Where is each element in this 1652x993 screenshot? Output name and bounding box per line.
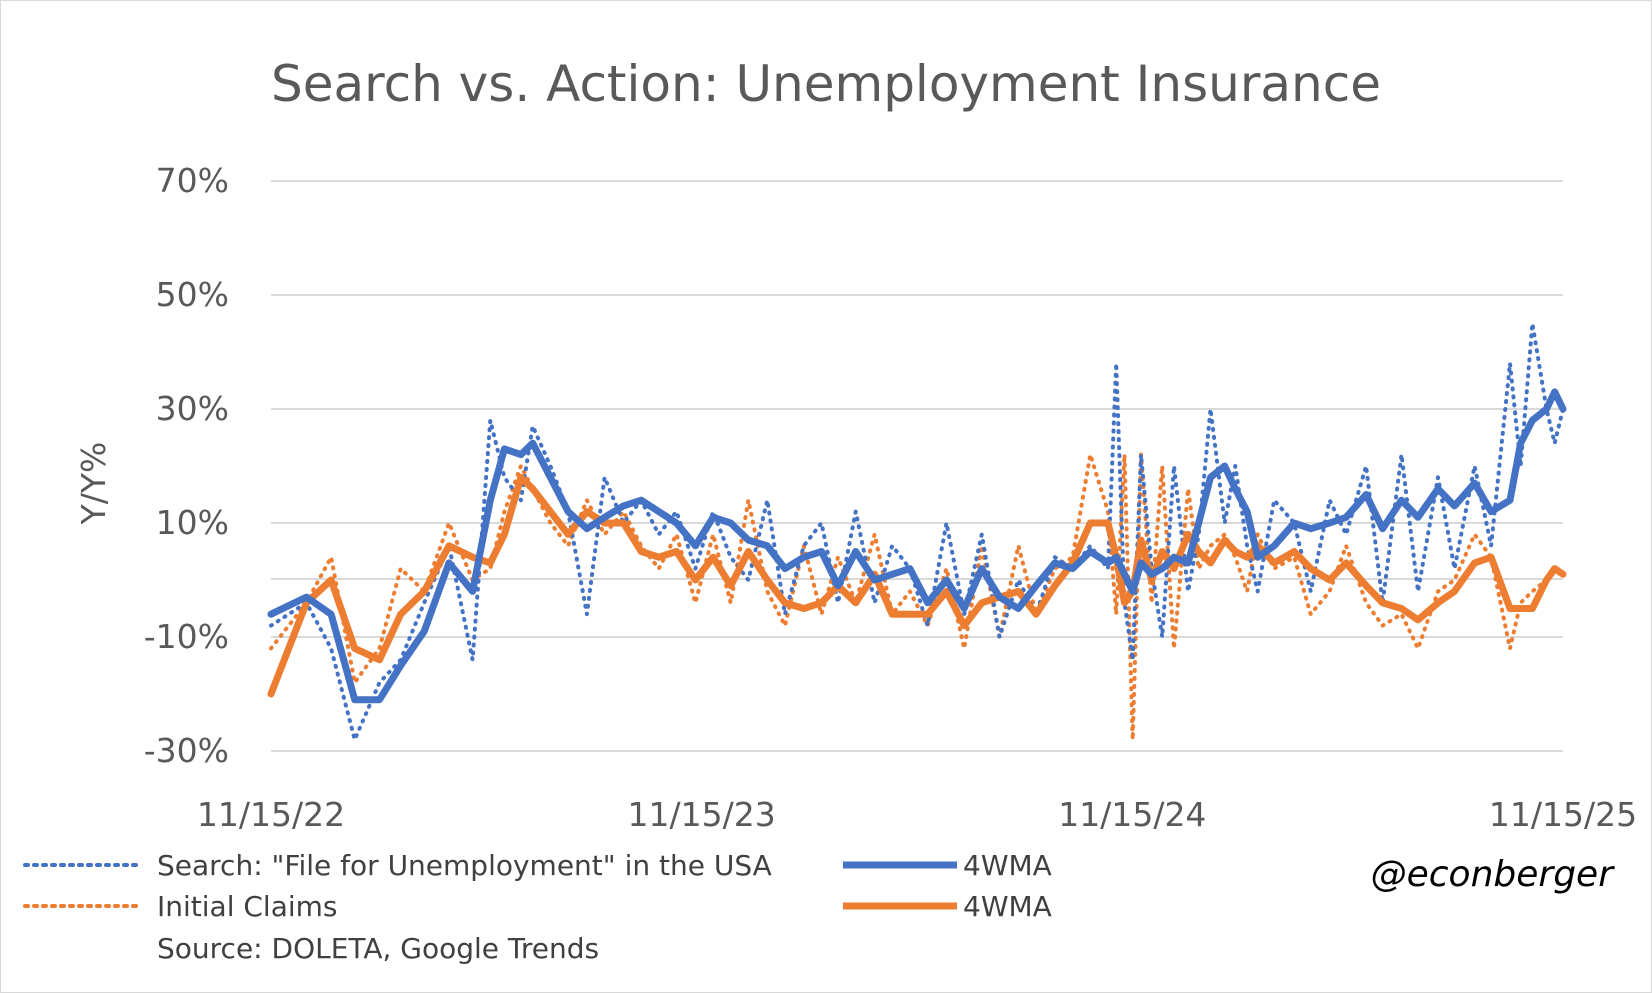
x-tick-label: 11/15/23 — [628, 795, 776, 834]
y-axis-title: Y/Y% — [74, 442, 113, 526]
search-series-line — [269, 321, 1565, 742]
source-note: Source: DOLETA, Google Trends — [157, 932, 599, 965]
legend-label-search: Search: "File for Unemployment" in the U… — [157, 849, 772, 882]
chart-title: Search vs. Action: Unemployment Insuranc… — [271, 55, 1381, 113]
x-tick-label: 11/15/25 — [1489, 795, 1637, 834]
search-4wma-series-line — [267, 388, 1567, 704]
y-tick-label: -30% — [144, 731, 229, 770]
y-axis-ticks: -30% -10% 10% 30% 50% 70% — [144, 161, 229, 770]
legend-label-claims: Initial Claims — [157, 890, 338, 923]
x-tick-label: 11/15/24 — [1058, 795, 1206, 834]
legend: Search: "File for Unemployment" in the U… — [23, 849, 1052, 965]
y-tick-label: -10% — [144, 617, 229, 656]
claims-4wma-series-line — [267, 473, 1567, 698]
series-lines — [267, 321, 1567, 742]
y-tick-label: 10% — [156, 503, 229, 542]
legend-label-claims-4wma: 4WMA — [963, 890, 1052, 923]
legend-label-search-4wma: 4WMA — [963, 849, 1052, 882]
x-axis-ticks: 11/15/22 11/15/23 11/15/24 11/15/25 — [197, 795, 1637, 834]
y-tick-label: 70% — [156, 161, 229, 200]
x-tick-label: 11/15/22 — [197, 795, 345, 834]
y-tick-label: 50% — [156, 275, 229, 314]
y-tick-label: 30% — [156, 389, 229, 428]
gridlines — [271, 180, 1563, 752]
watermark: @econberger — [1371, 854, 1616, 895]
